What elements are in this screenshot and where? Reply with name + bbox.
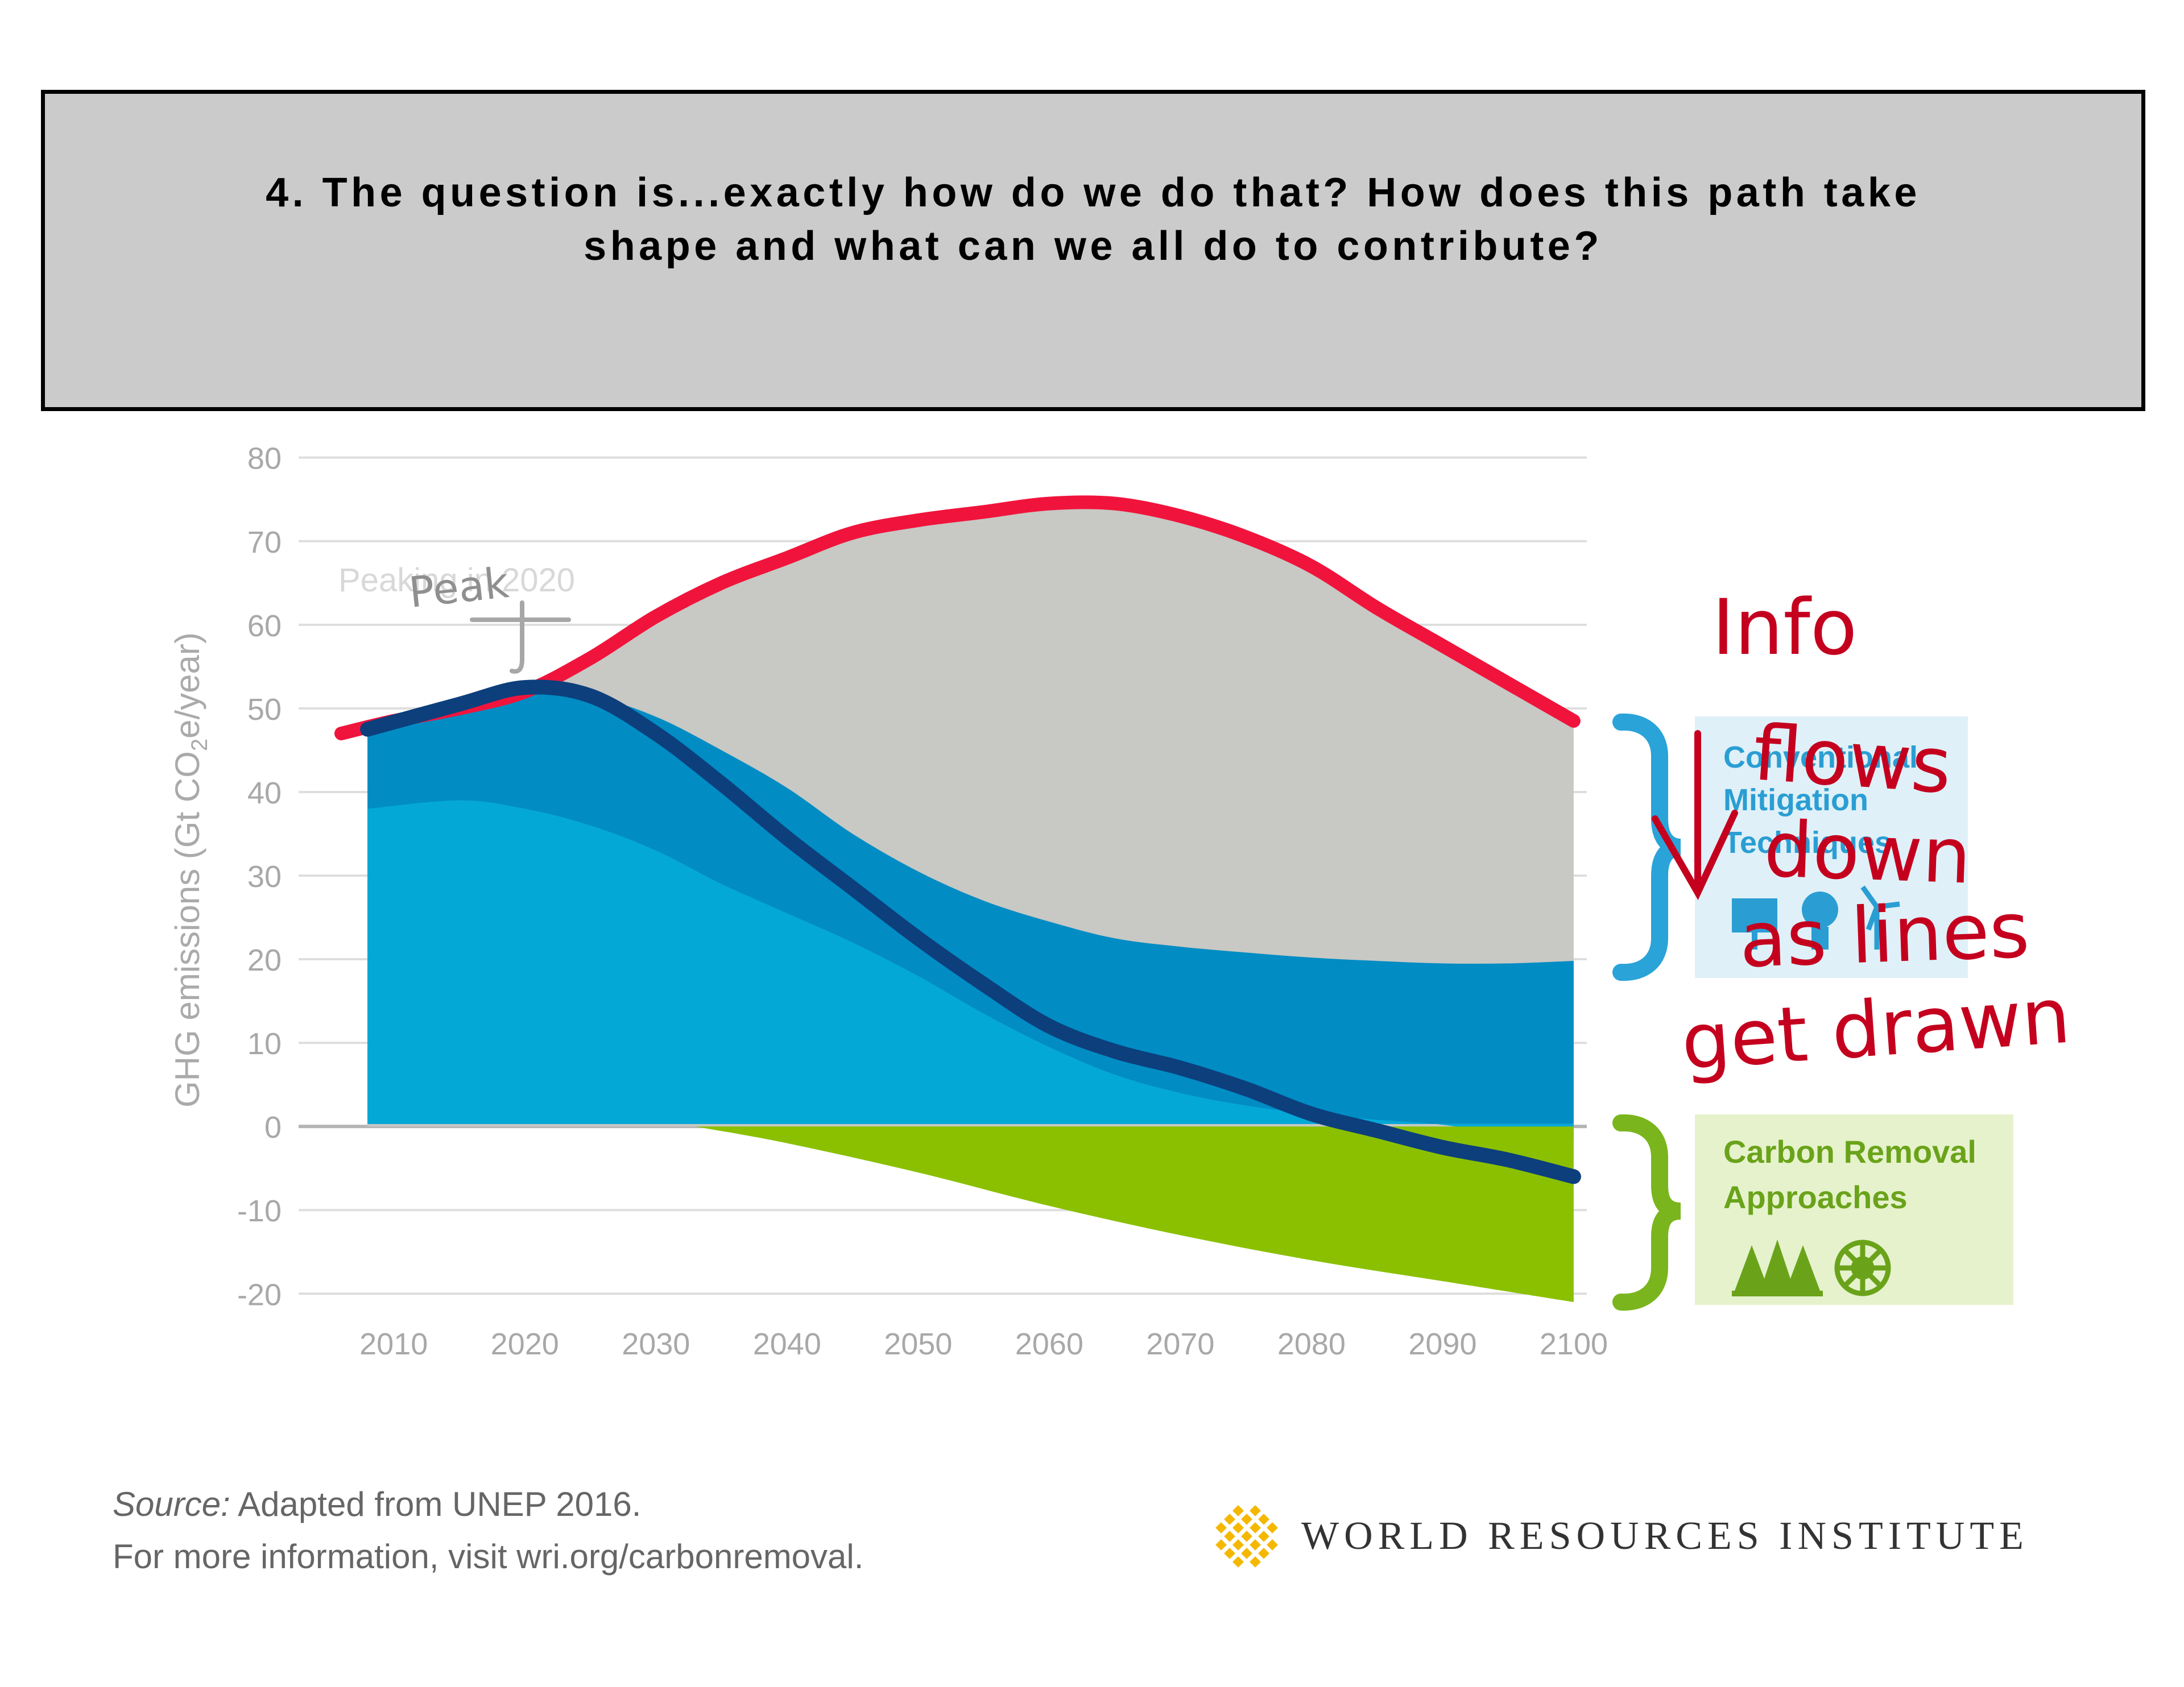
legend-carbon-removal: Carbon Removal Approaches	[1612, 1114, 2013, 1311]
y-tick-label: 60	[247, 609, 282, 643]
y-tick-label: 10	[247, 1027, 282, 1061]
net-emissions-line	[360, 679, 1581, 1184]
wri-emblem-cell	[1215, 1539, 1227, 1551]
y-tick-label: 20	[247, 943, 282, 977]
y-tick-label: 30	[247, 860, 282, 894]
x-tick-label: 2090	[1408, 1327, 1476, 1361]
legend-carbon-line-2: Approaches	[1723, 1179, 1908, 1215]
x-tick-label: 2010	[359, 1327, 428, 1361]
legend-conventional-mitigation: Conventional Mitigation Techniques	[1612, 713, 1968, 981]
legend-conventional-line-3: Techniques	[1723, 826, 1892, 860]
wri-emblem-cell	[1215, 1522, 1227, 1533]
source-more-info: For more information, visit wri.org/carb…	[113, 1537, 864, 1576]
y-axis-label-main: GHG emissions (Gt CO	[168, 751, 206, 1108]
page-title: 4. The question is...exactly how do we d…	[81, 166, 2106, 273]
wri-emblem-cell	[1241, 1548, 1252, 1559]
wri-emblem-cell	[1232, 1522, 1244, 1533]
x-tick-label: 2040	[753, 1327, 821, 1361]
wri-emblem-cell	[1258, 1531, 1269, 1542]
wri-emblem-cell	[1250, 1556, 1261, 1568]
y-tick-label: -20	[237, 1278, 282, 1312]
wri-emblem-cell	[1267, 1522, 1278, 1533]
y-axis-label-end: e/year)	[168, 632, 206, 739]
wri-emblem-cell	[1224, 1548, 1235, 1559]
y-tick-label: -10	[237, 1194, 282, 1228]
note-line-1: Info	[1712, 583, 1858, 672]
wri-emblem-cell	[1241, 1531, 1252, 1542]
x-tick-label: 2070	[1146, 1327, 1214, 1361]
wri-logo: WORLD RESOURCES INSTITUTE	[1211, 1501, 2029, 1572]
wri-emblem-cell	[1250, 1505, 1261, 1516]
y-tick-label: 50	[247, 693, 282, 727]
handwritten-arrow	[1652, 730, 1738, 901]
title-line-2: shape and what can we all do to contribu…	[584, 223, 1603, 269]
chart-lines	[334, 495, 1581, 1184]
sun-wheel-icon	[1834, 1240, 1891, 1296]
source-text: Adapted from UNEP 2016.	[230, 1485, 642, 1523]
x-tick-label: 2060	[1015, 1327, 1083, 1361]
note-line-5: get drawn	[1678, 971, 2073, 1087]
x-tick-label: 2100	[1540, 1327, 1608, 1361]
wri-emblem-cell	[1241, 1514, 1252, 1525]
wri-emblem-cell	[1232, 1505, 1244, 1516]
title-box: 4. The question is...exactly how do we d…	[41, 90, 2145, 411]
solar-panel-icon	[1732, 898, 1777, 950]
x-tick-label: 2080	[1277, 1327, 1346, 1361]
wri-emblem-cell	[1250, 1539, 1261, 1551]
wri-emblem-cell	[1258, 1514, 1269, 1525]
wri-emblem-cell	[1250, 1522, 1261, 1533]
peak-handwritten: Peak	[407, 558, 511, 617]
light-bulb-icon	[1802, 892, 1838, 950]
wind-turbine-icon	[1860, 885, 1900, 950]
y-axis-label: GHG emissions (Gt CO2e/year)	[168, 632, 212, 1108]
note-line-4: as lines	[1738, 885, 2031, 985]
source-note: Source: Adapted from UNEP 2016. For more…	[113, 1478, 863, 1583]
y-tick-label: 40	[247, 776, 282, 810]
x-tick-label: 2030	[622, 1327, 690, 1361]
wri-emblem-cell	[1232, 1539, 1244, 1551]
wri-emblem-icon	[1215, 1505, 1278, 1568]
y-tick-label: 0	[264, 1110, 282, 1145]
carbon-removal-area	[695, 1126, 1574, 1302]
note-line-3: down	[1763, 805, 1973, 901]
y-axis-label-sub: 2	[187, 739, 212, 751]
legend-conventional-line-2: Mitigation	[1723, 783, 1868, 817]
wri-emblem-cell	[1232, 1556, 1244, 1568]
mitigation-area-light	[367, 800, 1574, 1139]
note-line-2: flows	[1751, 708, 1954, 811]
trees-icon	[1732, 1240, 1823, 1296]
source-label: Source:	[113, 1485, 230, 1523]
chart-areas	[367, 502, 1574, 1302]
peaking-label: Peaking in 2020	[338, 562, 575, 599]
title-line-1: 4. The question is...exactly how do we d…	[266, 169, 1921, 215]
legend-brace-green	[1612, 1114, 1681, 1311]
wri-emblem-cell	[1224, 1514, 1235, 1525]
x-tick-label: 2050	[884, 1327, 952, 1361]
wri-emblem-cell	[1224, 1531, 1235, 1542]
y-tick-label: 70	[247, 525, 282, 559]
wri-name: WORLD RESOURCES INSTITUTE	[1301, 1514, 2029, 1558]
wri-emblem-cell	[1267, 1539, 1278, 1551]
wri-emblem-cell	[1258, 1548, 1269, 1559]
legend-brace-blue	[1612, 713, 1682, 981]
x-tick-label: 2020	[491, 1327, 559, 1361]
legend-conventional-line-1: Conventional	[1723, 740, 1918, 774]
peak-marker	[470, 600, 571, 674]
legend-carbon-line-1: Carbon Removal	[1723, 1134, 1976, 1170]
y-tick-label: 80	[247, 442, 282, 476]
